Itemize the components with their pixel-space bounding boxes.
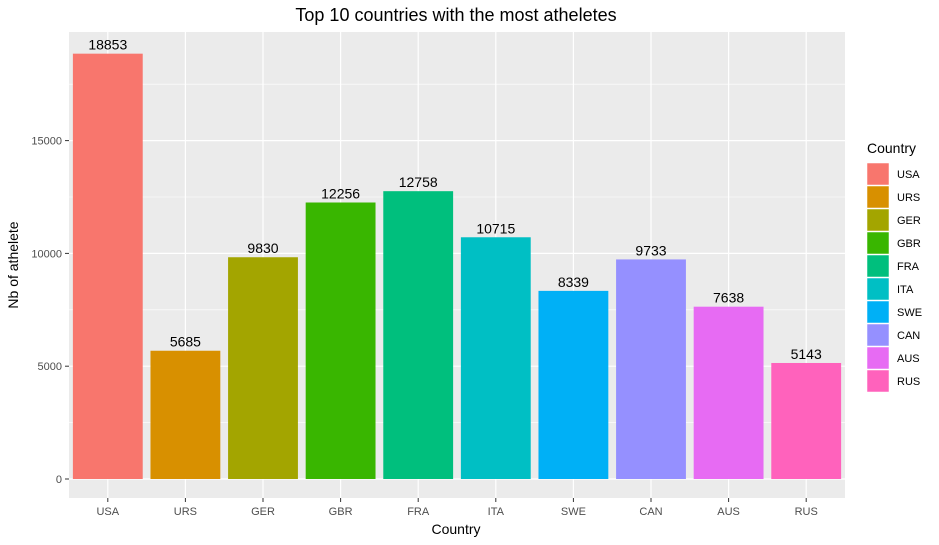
data-label-ita: 10715	[476, 220, 515, 236]
x-tick-label: RUS	[795, 506, 818, 518]
bars-group	[72, 53, 842, 480]
data-label-urs: 5685	[170, 334, 201, 350]
x-tick-label: GER	[251, 506, 275, 518]
chart-title: Top 10 countries with the most atheletes	[295, 5, 616, 25]
x-tick-label: SWE	[561, 506, 586, 518]
y-tick-label: 10000	[31, 248, 62, 260]
legend-key-rus	[866, 369, 890, 393]
bar-usa	[72, 53, 143, 479]
legend-key-swe	[866, 300, 890, 324]
legend-key-fra	[866, 254, 890, 278]
data-label-ger: 9830	[247, 240, 278, 256]
bar-gbr	[305, 202, 376, 479]
x-tick-label: CAN	[639, 506, 662, 518]
data-label-usa: 18853	[88, 37, 127, 53]
data-label-fra: 12758	[399, 174, 438, 190]
legend-key-can	[866, 323, 890, 347]
x-tick-label: ITA	[488, 506, 505, 518]
legend-label-can: CAN	[897, 330, 920, 342]
legend: Country USA URS GER GBR FRA ITA SWE CAN AUS RUS	[866, 140, 922, 393]
bar-ita	[460, 237, 531, 479]
legend-label-rus: RUS	[897, 376, 920, 388]
bar-aus	[693, 306, 764, 479]
bar-rus	[771, 362, 842, 479]
x-axis: USA URS GER GBR FRA ITA SWE CAN AUS RUS	[96, 498, 818, 518]
x-tick-label: AUS	[717, 506, 740, 518]
legend-label-gbr: GBR	[897, 238, 921, 250]
data-label-rus: 5143	[791, 346, 822, 362]
data-label-can: 9733	[635, 242, 666, 258]
y-tick-label: 5000	[38, 361, 62, 373]
x-tick-label: URS	[174, 506, 197, 518]
y-axis-title: Nb of athelete	[5, 221, 21, 308]
bar-fra	[383, 191, 454, 480]
legend-label-ger: GER	[897, 215, 921, 227]
data-label-swe: 8339	[558, 274, 589, 290]
x-tick-label: FRA	[407, 506, 430, 518]
x-axis-title: Country	[431, 521, 480, 537]
legend-key-urs	[866, 185, 890, 209]
y-tick-label: 15000	[31, 136, 62, 148]
bar-ger	[228, 257, 298, 479]
legend-label-usa: USA	[897, 169, 920, 181]
data-labels-group: 18853 5685 9830 12256 12758 10715 8339 9733 7638…	[88, 37, 822, 362]
y-axis: 0 5000 10000 15000	[31, 136, 69, 486]
legend-label-swe: SWE	[897, 307, 922, 319]
legend-key-ger	[866, 208, 890, 232]
legend-label-ita: ITA	[897, 284, 914, 296]
legend-label-aus: AUS	[897, 353, 920, 365]
bar-can	[616, 259, 686, 479]
legend-key-gbr	[866, 231, 890, 255]
bar-urs	[150, 350, 221, 479]
data-label-aus: 7638	[713, 290, 744, 306]
x-tick-label: USA	[96, 506, 119, 518]
legend-key-ita	[866, 277, 890, 301]
legend-label-urs: URS	[897, 192, 920, 204]
legend-label-fra: FRA	[897, 261, 920, 273]
data-label-gbr: 12256	[321, 186, 360, 202]
x-tick-label: GBR	[329, 506, 353, 518]
legend-title: Country	[867, 140, 916, 156]
y-tick-label: 0	[56, 474, 62, 486]
legend-key-usa	[866, 162, 890, 186]
legend-key-aus	[866, 346, 890, 370]
bar-swe	[538, 290, 609, 479]
